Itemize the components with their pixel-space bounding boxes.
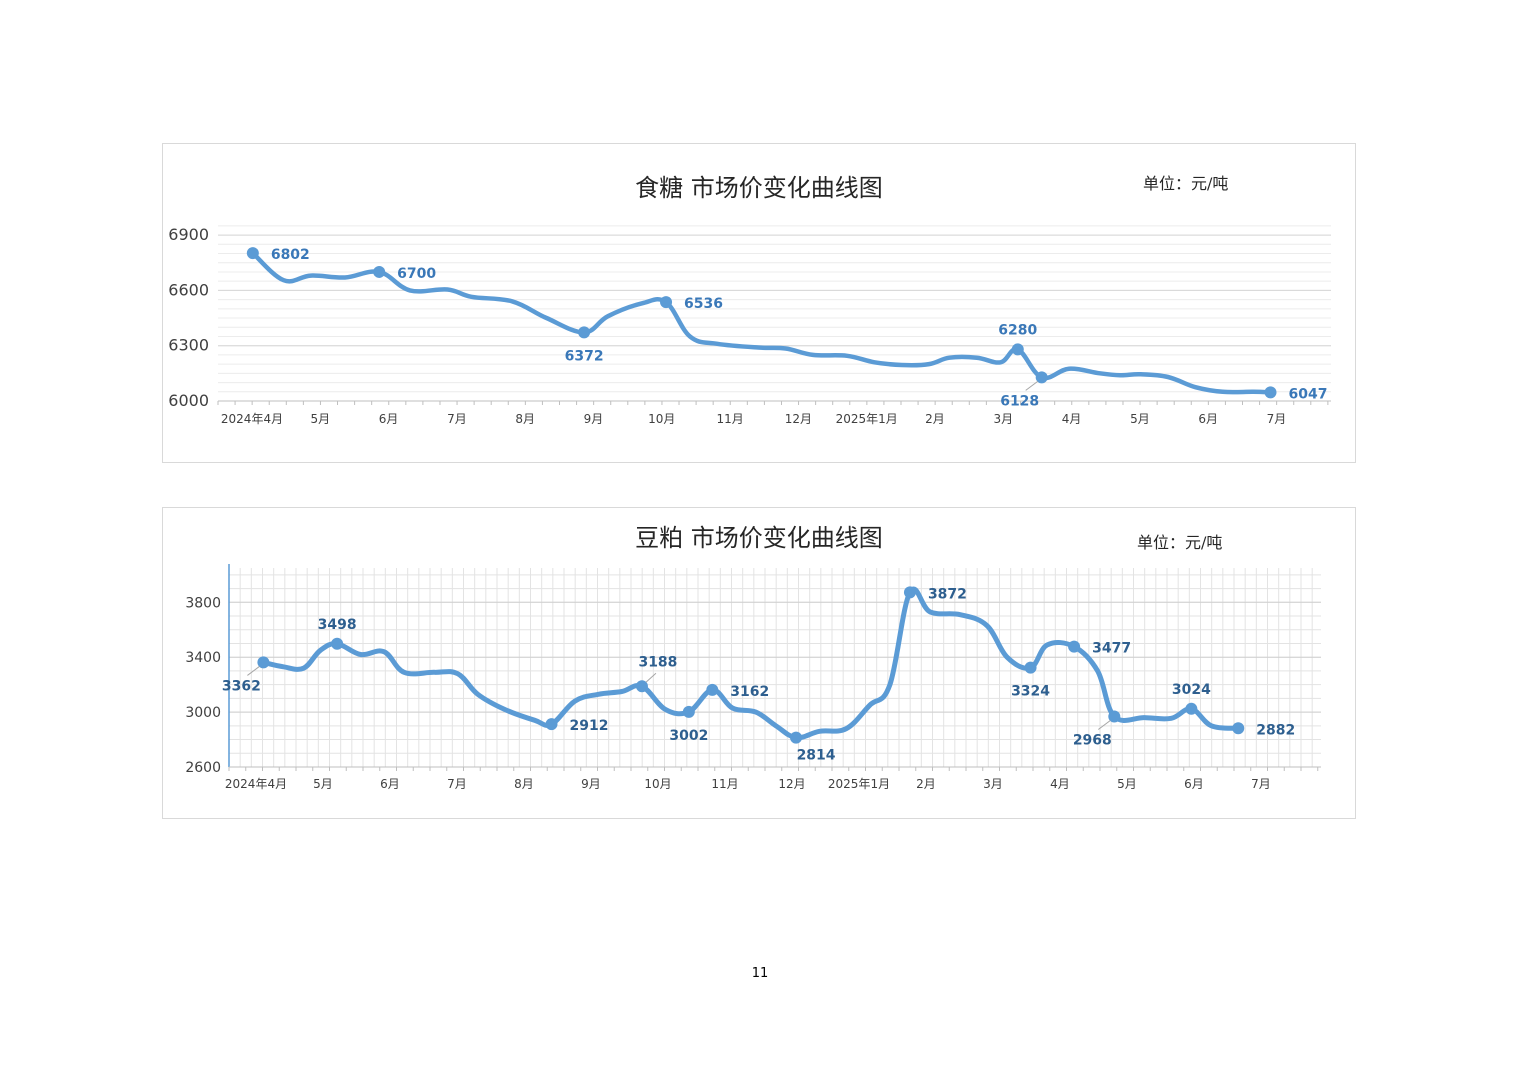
label-leader <box>1097 720 1111 730</box>
label-leader <box>247 666 260 676</box>
data-label: 3188 <box>638 654 677 670</box>
x-tick-label: 9月 <box>581 777 601 791</box>
x-tick-label: 6月 <box>1184 777 1204 791</box>
data-label: 6700 <box>397 266 436 282</box>
x-tick-label: 10月 <box>644 777 671 791</box>
x-tick-label: 2025年1月 <box>828 777 890 791</box>
x-tick-label: 6月 <box>1198 412 1218 426</box>
data-point <box>1011 343 1024 356</box>
data-point <box>1068 640 1081 653</box>
x-tick-label: 6月 <box>379 412 399 426</box>
grid <box>228 564 1321 768</box>
data-label: 3002 <box>669 728 708 744</box>
chart-title: 豆粕 市场价变化曲线图 <box>635 524 883 552</box>
x-tick-label: 6月 <box>380 777 400 791</box>
y-tick-label: 6000 <box>168 391 209 410</box>
data-label: 3477 <box>1092 641 1131 657</box>
x-tick-label: 2月 <box>925 412 945 426</box>
data-label: 2968 <box>1073 732 1112 748</box>
data-label: 6047 <box>1289 386 1328 402</box>
data-point <box>246 247 259 260</box>
x-tick-label: 5月 <box>1130 412 1150 426</box>
data-point <box>706 683 719 696</box>
page-number: 11 <box>751 966 769 981</box>
x-tick-label: 4月 <box>1050 777 1070 791</box>
x-tick-label: 2025年1月 <box>836 412 898 426</box>
data-label: 6280 <box>998 322 1037 338</box>
x-tick-label: 7月 <box>447 777 467 791</box>
chart-unit: 单位：元/吨 <box>1143 174 1229 193</box>
x-tick-label: 3月 <box>983 777 1003 791</box>
series-line <box>260 586 1241 741</box>
data-point <box>903 586 916 599</box>
data-label: 3872 <box>928 586 967 602</box>
data-point <box>1232 722 1245 735</box>
data-label: 2814 <box>797 748 836 764</box>
data-label: 3498 <box>318 617 357 633</box>
label-leader <box>645 672 657 683</box>
data-point <box>331 637 344 650</box>
x-tick-label: 11月 <box>711 777 738 791</box>
x-tick-label: 2月 <box>916 777 936 791</box>
y-tick-label: 2600 <box>185 760 221 776</box>
x-tick-label: 10月 <box>648 412 675 426</box>
x-tick-label: 9月 <box>584 412 604 426</box>
x-tick-label: 11月 <box>716 412 743 426</box>
sugar-chart-plot: 6000 6300 6600 6900 2024年4月 5月 6月 7月 8月 9月 10月 11月 1… <box>168 225 1331 426</box>
y-tick-label: 6900 <box>168 225 209 244</box>
x-tick-label: 3月 <box>993 412 1013 426</box>
data-point <box>1035 371 1048 384</box>
x-tick-label: 12月 <box>778 777 805 791</box>
y-tick-label: 6600 <box>168 280 209 299</box>
data-point <box>257 656 270 669</box>
x-tick-label: 8月 <box>515 412 535 426</box>
sugar-price-chart: 食糖 市场价变化曲线图 单位：元/吨 6000 6300 6600 6900 2024年… <box>162 143 1356 463</box>
soybean-meal-price-chart: 豆粕 市场价变化曲线图 单位：元/吨 2600 3000 3400 3800 2024年… <box>162 507 1356 819</box>
chart-title: 食糖 市场价变化曲线图 <box>635 174 883 202</box>
data-point <box>1108 710 1121 723</box>
data-label: 6128 <box>1000 393 1039 409</box>
label-leader <box>1025 380 1038 391</box>
x-tick-label: 12月 <box>785 412 812 426</box>
data-point <box>373 265 386 278</box>
data-point <box>1024 661 1037 674</box>
data-point <box>545 718 558 731</box>
data-point <box>660 296 673 309</box>
data-point <box>578 326 591 339</box>
x-tick-label: 4月 <box>1062 412 1082 426</box>
x-tick-label: 2024年4月 <box>221 412 283 426</box>
meal-chart-plot: 2600 3000 3400 3800 2024年4月 5月 6月 7月 8月 9月 10月 11月 1… <box>185 564 1321 791</box>
series-line <box>250 250 1273 395</box>
data-label: 2912 <box>570 718 609 734</box>
data-point <box>790 731 803 744</box>
data-point <box>1264 386 1277 399</box>
y-tick-label: 3000 <box>185 705 221 721</box>
x-tick-label: 5月 <box>1117 777 1137 791</box>
data-label: 3362 <box>222 678 261 694</box>
y-tick-label: 3800 <box>185 595 221 611</box>
x-tick-label: 5月 <box>313 777 333 791</box>
y-tick-label: 3400 <box>185 650 221 666</box>
data-label: 6372 <box>565 348 604 364</box>
x-tick-label: 8月 <box>514 777 534 791</box>
data-point <box>682 705 695 718</box>
y-tick-label: 6300 <box>168 336 209 355</box>
x-tick-label: 5月 <box>310 412 330 426</box>
x-tick-label: 7月 <box>447 412 467 426</box>
data-label: 6802 <box>271 247 310 263</box>
x-tick-label: 7月 <box>1251 777 1271 791</box>
data-label: 6536 <box>684 296 723 312</box>
data-label: 2882 <box>1256 722 1295 738</box>
x-tick-label: 7月 <box>1267 412 1287 426</box>
data-label: 3162 <box>730 684 769 700</box>
data-label: 3324 <box>1011 684 1050 700</box>
x-tick-label: 2024年4月 <box>225 777 287 791</box>
data-label: 3024 <box>1172 682 1211 698</box>
chart-unit: 单位：元/吨 <box>1137 533 1223 552</box>
data-point <box>1185 702 1198 715</box>
data-point <box>635 680 648 693</box>
